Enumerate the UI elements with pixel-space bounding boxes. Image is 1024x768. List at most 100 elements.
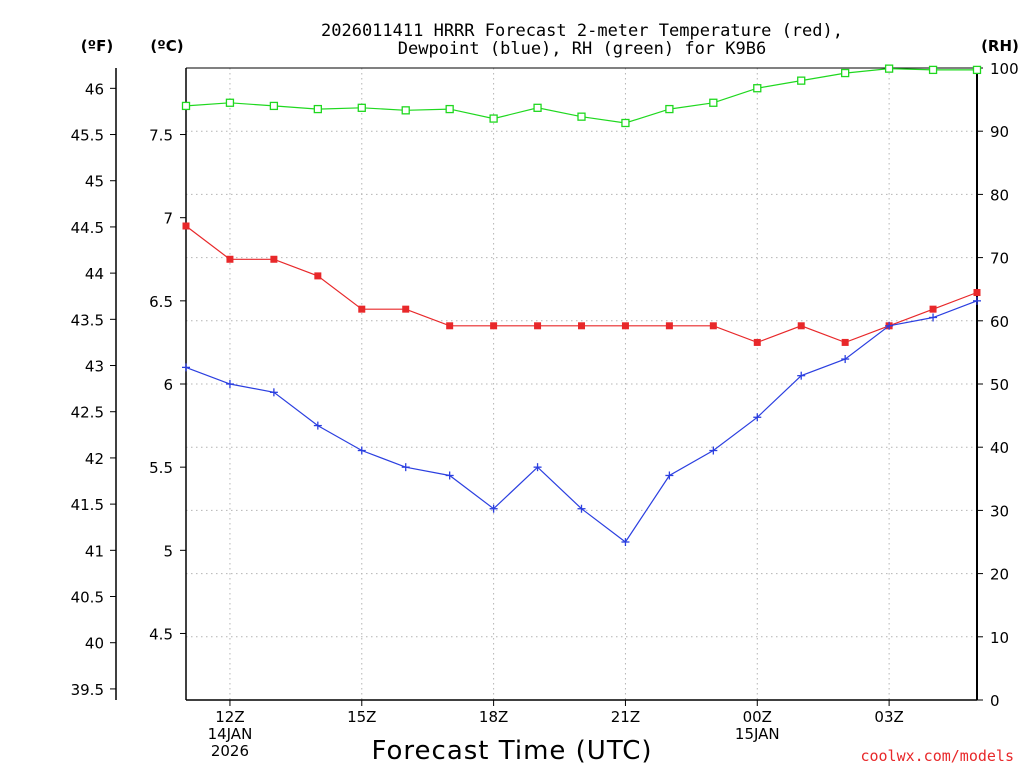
fahrenheit-tick-label: 42.5 [71,404,104,422]
x-tick-label: 03Z [874,708,903,726]
temperature-point [841,338,849,346]
dewpoint-point [182,363,190,372]
celsius-tick-label: 7 [163,210,173,228]
dewpoint-point [445,471,454,480]
temperature-point [753,338,761,346]
rh-tick-label: 50 [990,376,1009,394]
x-tick-label: 2026 [211,742,249,760]
rh-tick-label: 80 [990,186,1009,204]
rh-tick-label: 100 [990,60,1019,78]
fahrenheit-tick-label: 40.5 [71,589,104,607]
dewpoint-point [753,413,762,422]
rh-point [181,101,191,111]
rh-tick-label: 40 [990,439,1009,457]
fahrenheit-tick-label: 43 [85,358,104,376]
dewpoint-point [885,321,894,330]
rh-point [621,118,630,128]
rh-point [884,64,894,73]
dewpoint-point [533,463,542,472]
temperature-point [358,305,366,313]
rh-point [841,68,850,78]
rh-tick-label: 30 [990,502,1009,520]
temperature-point [709,322,717,330]
rh-point [928,65,938,75]
data-series [181,64,982,546]
unit-label-fahrenheit: (ºF) [81,37,113,55]
fahrenheit-tick-label: 45.5 [71,127,104,145]
celsius-tick-label: 4.5 [149,625,173,643]
dewpoint-point [621,538,630,546]
rh-point [445,104,454,114]
temperature-point [929,305,937,313]
rh-tick-label: 0 [990,692,1000,710]
dewpoint-point [225,380,234,388]
rh-point [709,98,718,107]
dewpoint-point [489,504,498,513]
temperature-point [621,322,629,330]
rh-tick-label: 20 [990,566,1009,584]
x-tick-label: 14JAN [208,725,253,743]
rh-point [753,84,762,93]
x-tick-label: 15JAN [735,725,780,743]
rh-point [401,106,410,115]
dewpoint-point [269,388,278,397]
temperature-point [797,322,805,330]
rh-point [577,112,586,121]
fahrenheit-tick-label: 40 [85,635,104,653]
fahrenheit-tick-label: 42 [85,450,104,468]
celsius-tick-label: 7.5 [149,127,173,145]
temperature-point [973,289,981,297]
dewpoint-point [357,446,366,455]
temperature-point [226,255,234,263]
rh-point [225,98,235,107]
fahrenheit-tick-label: 44 [85,265,104,283]
x-tick-label: 15Z [347,708,376,726]
rh-point [357,103,366,112]
fahrenheit-tick-label: 41 [85,542,104,560]
celsius-tick-label: 6 [163,376,173,394]
rh-point [313,104,322,114]
rh-tick-label: 10 [990,629,1009,647]
x-axis-label: Forecast Time (UTC) [371,736,652,766]
rh-point [533,103,542,112]
temperature-point [534,322,542,330]
temperature-point [578,322,585,330]
celsius-tick-label: 5 [163,542,173,560]
dewpoint-point [313,421,322,430]
rh-point [972,65,982,75]
unit-label-celsius: (ºC) [150,37,183,55]
dewpoint-point [841,355,850,364]
dewpoint-point [709,446,718,455]
dewpoint-point [577,504,586,513]
temperature-point [490,322,498,330]
x-tick-label: 00Z [743,708,772,726]
temperature-point [446,322,454,330]
dewpoint-point [929,313,938,322]
credit-text: coolwx.com/models [860,747,1014,765]
temperature-point [402,305,410,313]
rh-point [665,104,674,114]
temperature-point [182,222,190,230]
celsius-tick-label: 6.5 [149,293,173,311]
fahrenheit-tick-label: 43.5 [71,311,104,329]
rh-point [797,76,806,85]
x-tick-label: 18Z [479,708,508,726]
dewpoint-point [401,463,410,472]
dewpoint-point [973,296,981,305]
dewpoint-point [797,371,806,380]
rh-tick-label: 90 [990,123,1009,141]
temperature-point [314,272,322,280]
chart-title-line1: 2026011411 HRRR Forecast 2-meter Tempera… [321,21,843,41]
temperature-point [665,322,673,330]
rh-point [489,114,498,123]
x-tick-label: 21Z [611,708,640,726]
rh-tick-label: 70 [990,250,1009,268]
fahrenheit-tick-label: 41.5 [71,496,104,514]
axes [110,67,983,706]
rh-point [269,101,279,111]
fahrenheit-tick-label: 44.5 [71,219,104,237]
unit-label-rh: (RH) [981,37,1019,55]
chart-title-line2: Dewpoint (blue), RH (green) for K9B6 [398,39,766,59]
dewpoint-point [665,471,674,480]
